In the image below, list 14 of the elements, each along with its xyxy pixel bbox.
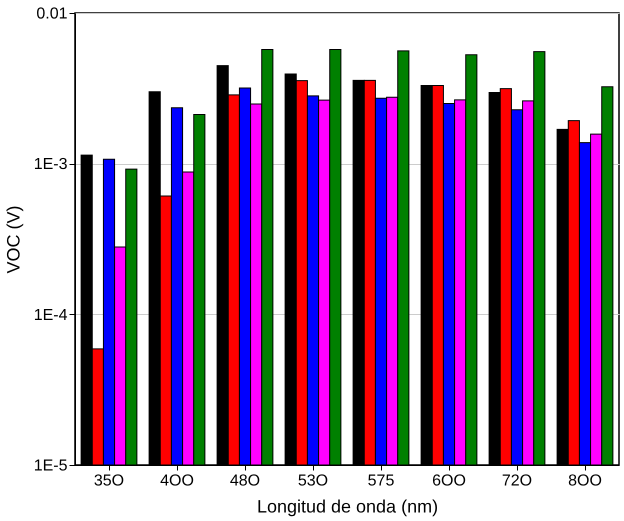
- x-tick-label: 35O: [94, 472, 124, 490]
- x-axis-title: Longitud de onda (nm): [256, 496, 438, 516]
- y-tick-label: 1E-5: [34, 458, 68, 474]
- y-axis-title: VOC (V): [4, 205, 24, 274]
- y-tick-label: 1E-4: [34, 306, 68, 324]
- y-tick-label: 1E-3: [34, 156, 68, 174]
- x-tick-label: 8OO: [568, 472, 602, 490]
- x-tick-label: 4OO: [160, 472, 194, 490]
- x-tick-label: 6OO: [432, 472, 466, 490]
- x-tick-label: 575: [368, 472, 394, 490]
- x-tick-label: 53O: [298, 472, 328, 490]
- x-tick-label: 72O: [502, 472, 532, 490]
- x-tick-label: 48O: [230, 472, 260, 490]
- y-tick-label: 0.01: [36, 6, 68, 22]
